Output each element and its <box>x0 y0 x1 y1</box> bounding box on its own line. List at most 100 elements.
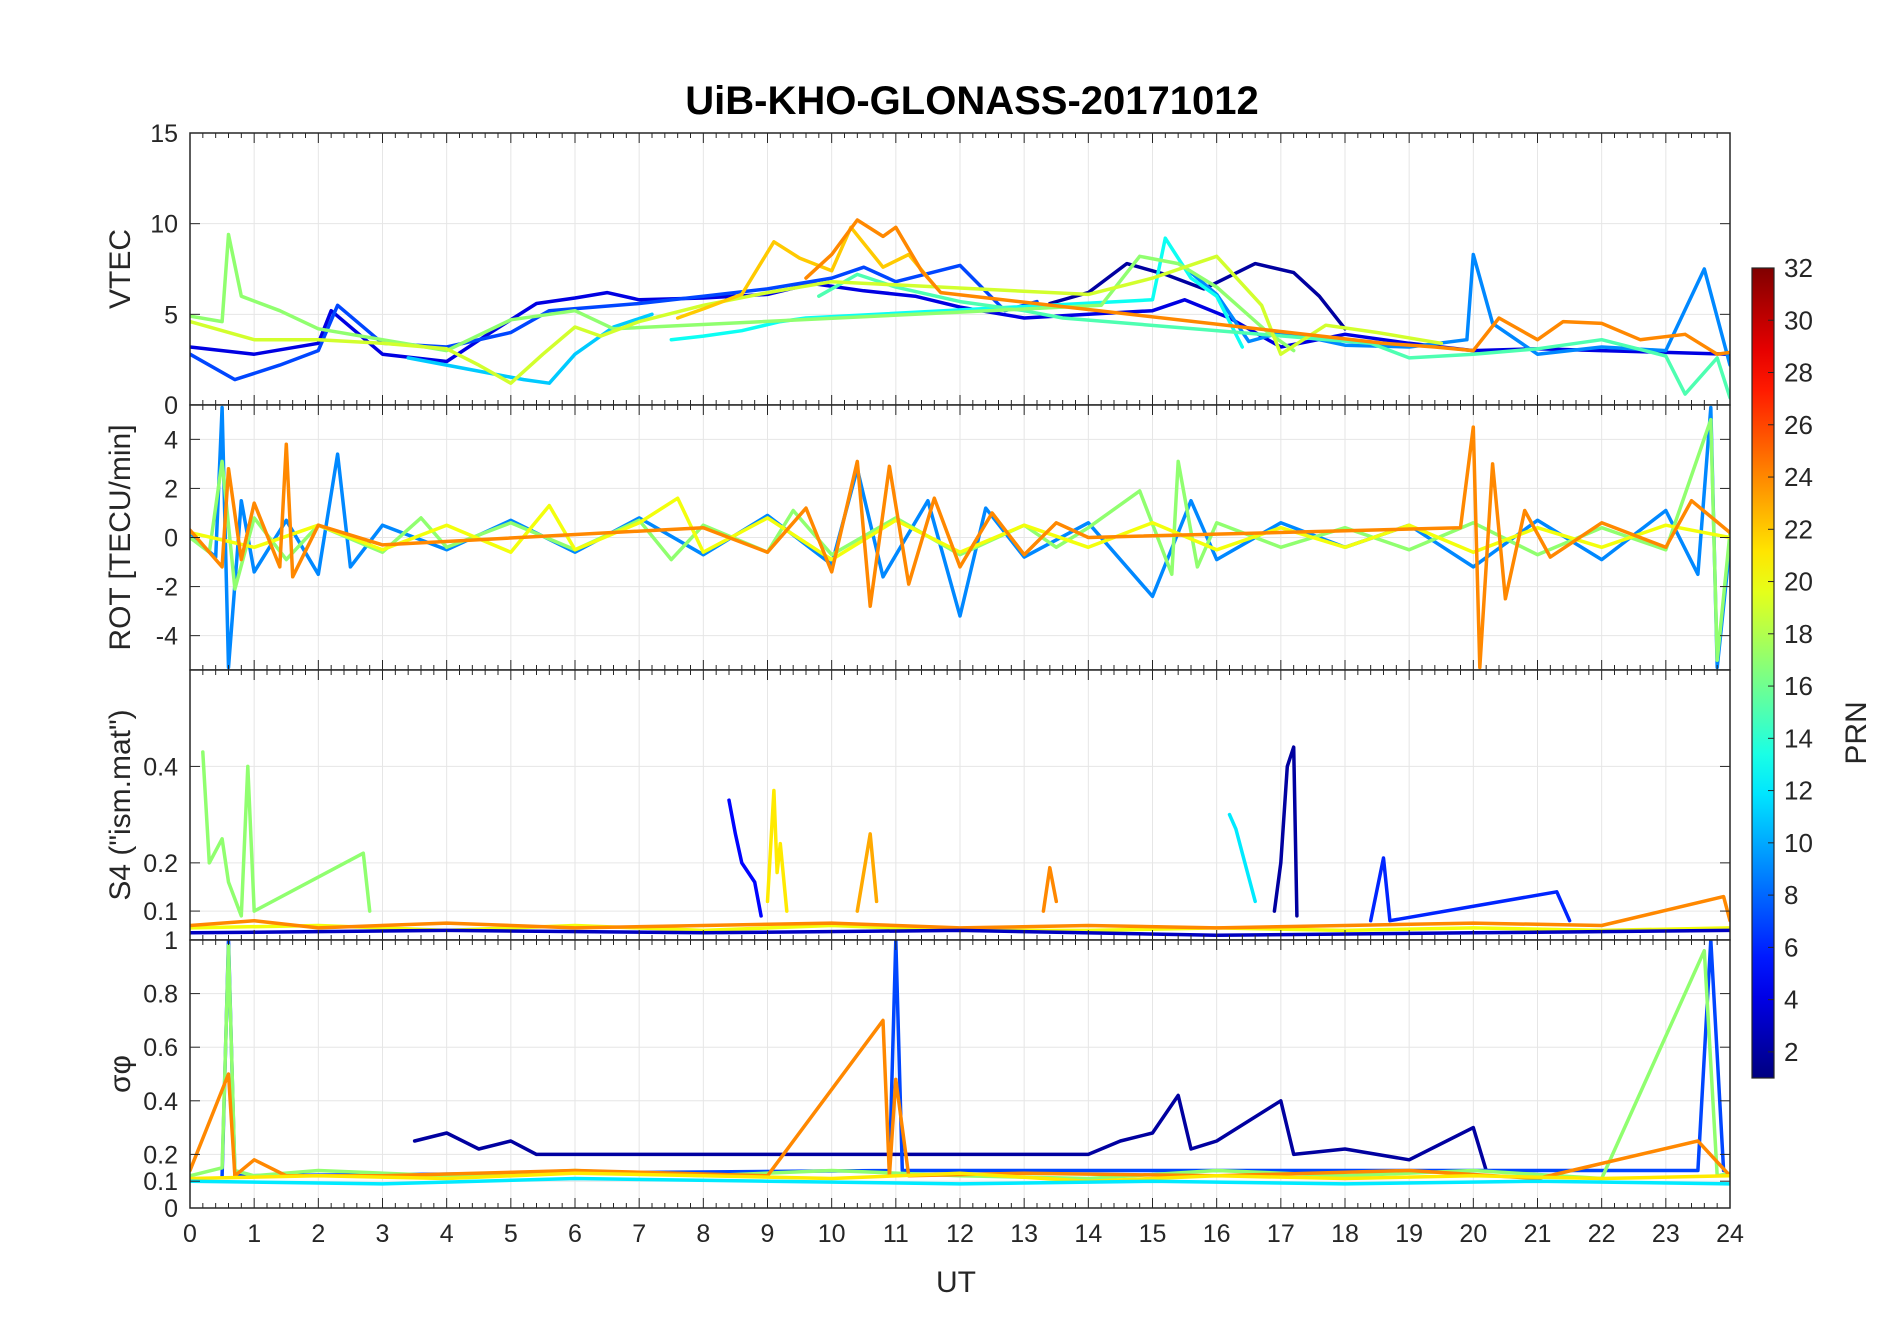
series-prn-7 <box>190 263 1039 382</box>
series-prn-24 <box>190 425 1730 670</box>
y-axis-label-vtec: VTEC <box>104 229 137 309</box>
panel-rot: -4 -2 0 2 4 ROT [TECU/min] <box>104 404 1731 671</box>
series-prn-24 <box>804 218 1730 356</box>
panel-vtec: 0 5 10 15 VTEC <box>104 120 1731 420</box>
y-tick-label: -2 <box>156 574 178 602</box>
series-prn-12 <box>1227 812 1257 904</box>
x-tick-label: 11 <box>883 1220 909 1248</box>
series-prn-6 <box>1368 856 1572 923</box>
colorbar-tick-label: 4 <box>1784 985 1798 1015</box>
x-tick-label: 24 <box>1716 1220 1744 1248</box>
y-tick-label: 0.6 <box>143 1034 178 1062</box>
series-prn-17 <box>190 232 1296 353</box>
y-tick-label: 0.8 <box>143 981 178 1009</box>
y-axis-label-s4: S4 ("ism.mat") <box>104 709 137 900</box>
y-tick-label: 0.1 <box>143 898 178 926</box>
series-prn-22 <box>675 225 937 320</box>
y-axis-label-rot: ROT [TECU/min] <box>104 424 137 650</box>
y-axis-label-sigma_phi: σφ <box>104 1055 137 1093</box>
x-tick-label: 0 <box>183 1220 197 1248</box>
x-tick-label: 12 <box>946 1220 974 1248</box>
colorbar-tick-label: 30 <box>1784 305 1813 335</box>
series-prn-11 <box>406 312 654 385</box>
x-tick-label: 23 <box>1652 1220 1680 1248</box>
series-prn-2 <box>412 1093 1488 1173</box>
series-group-rot <box>190 405 1730 670</box>
x-tick-label: 13 <box>1010 1220 1038 1248</box>
x-tick-label: 2 <box>311 1220 325 1248</box>
colorbar-tick-label: 24 <box>1784 462 1813 492</box>
y-tick-label: 0.2 <box>143 850 178 878</box>
colorbar-tick-label: 6 <box>1784 932 1798 962</box>
x-tick-label: 16 <box>1203 1220 1231 1248</box>
panel-s4: 0.1 0.2 0.4S4 ("ism.mat") <box>104 669 1731 941</box>
y-tick-label: -4 <box>156 623 178 651</box>
y-tick-label: 0 <box>164 392 178 420</box>
series-prn-12 <box>190 1176 1730 1186</box>
x-tick-label: 10 <box>818 1220 846 1248</box>
series-prn-13 <box>669 236 1245 349</box>
y-tick-label: 0.2 <box>143 1141 178 1169</box>
x-tick-label: 4 <box>440 1220 454 1248</box>
x-tick-label: 19 <box>1395 1220 1423 1248</box>
series-prn-24 <box>190 1018 1730 1181</box>
colorbar-tick-label: 14 <box>1784 723 1813 753</box>
y-tick-label: 4 <box>164 426 178 454</box>
x-tick-label: 1 <box>247 1220 261 1248</box>
colorbar-tick-label: 12 <box>1784 776 1813 806</box>
colorbar-label: PRN <box>1840 701 1873 764</box>
colorbar-tick-label: 18 <box>1784 619 1813 649</box>
x-tick-label: 21 <box>1524 1220 1552 1248</box>
series-group-sigma_phi <box>190 940 1730 1186</box>
colorbar-tick-label: 28 <box>1784 358 1813 388</box>
x-tick-label: 5 <box>504 1220 518 1248</box>
y-tick-label: 1 <box>164 927 178 955</box>
colorbar-tick-label: 26 <box>1784 410 1813 440</box>
series-prn-24 <box>190 894 1730 930</box>
series-prn-5 <box>727 798 763 918</box>
y-tick-label: 0.4 <box>143 1088 178 1116</box>
y-tick-label: 0.1 <box>143 1168 178 1196</box>
x-tick-label: 14 <box>1074 1220 1102 1248</box>
series-prn-17 <box>201 750 372 918</box>
y-tick-label: 15 <box>150 120 178 148</box>
colorbar-tick-label: 10 <box>1784 828 1813 858</box>
y-tick-label: 0 <box>164 1195 178 1223</box>
y-tick-label: 0.4 <box>143 753 178 781</box>
x-tick-label: 9 <box>761 1220 775 1248</box>
colorbar-tick-label: 8 <box>1784 880 1798 910</box>
x-tick-label: 17 <box>1267 1220 1295 1248</box>
x-tick-label: 15 <box>1139 1220 1167 1248</box>
x-tick-label: 18 <box>1331 1220 1359 1248</box>
colorbar-tick-label: 2 <box>1784 1037 1798 1067</box>
y-tick-label: 2 <box>164 475 178 503</box>
series-prn-20 <box>190 496 1730 562</box>
series-prn-2 <box>1272 745 1299 918</box>
series-group-vtec <box>190 218 1730 400</box>
x-tick-label: 8 <box>696 1220 710 1248</box>
series-prn-21 <box>190 1171 1730 1183</box>
panel-sigma_phi: 00.10.2 0.4 0.6 0.8 1 σφ <box>104 927 1731 1223</box>
x-axis-label: UT <box>936 1266 976 1299</box>
series-prn-15 <box>817 272 1730 400</box>
x-tick-label: 3 <box>376 1220 390 1248</box>
x-tick-label: 6 <box>568 1220 582 1248</box>
x-tick-label: 7 <box>632 1220 646 1248</box>
y-tick-label: 10 <box>150 211 178 239</box>
series-prn-23 <box>855 832 879 913</box>
colorbar-tick-label: 22 <box>1784 514 1813 544</box>
colorbar-tick-label: 16 <box>1784 671 1813 701</box>
y-tick-label: 5 <box>164 301 178 329</box>
colorbar-gradient <box>1751 267 1775 1079</box>
colorbar-tick-label: 20 <box>1784 567 1813 597</box>
chart-title: UiB-KHO-GLONASS-20171012 <box>685 79 1259 123</box>
y-tick-label: 0 <box>164 525 178 553</box>
colorbar-tick-label: 32 <box>1784 253 1813 283</box>
x-tick-label: 22 <box>1588 1220 1616 1248</box>
x-tick-label: 20 <box>1459 1220 1487 1248</box>
series-prn-24 <box>1041 865 1059 913</box>
series-prn-21 <box>765 788 789 913</box>
